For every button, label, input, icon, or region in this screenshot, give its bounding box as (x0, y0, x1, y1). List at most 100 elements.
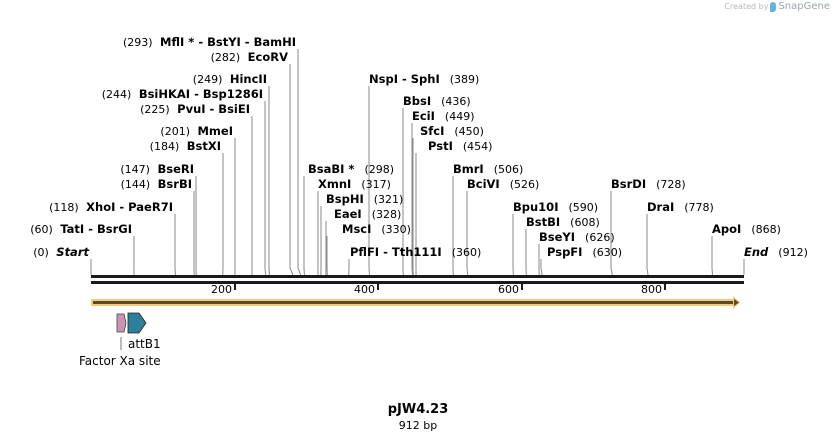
site-label[interactable]: PstI (454) (428, 139, 492, 153)
site-label[interactable]: SfcI (450) (420, 124, 484, 138)
site-label[interactable]: XmnI (317) (318, 177, 391, 191)
site-label[interactable]: EciI (449) (412, 109, 475, 123)
site-label[interactable]: DraI (778) (647, 200, 714, 214)
site-position: (328) (372, 208, 402, 221)
enzyme-name: BbsI (403, 94, 431, 108)
site-label[interactable]: (293) MflI * - BstYI - BamHI (123, 35, 296, 49)
enzyme-name: BsaBI * (308, 162, 354, 176)
enzyme-name: XmnI (318, 177, 351, 191)
site-position: (506) (494, 163, 524, 176)
site-label[interactable]: (118) XhoI - PaeR7I (49, 200, 173, 214)
site-position: (526) (510, 178, 540, 191)
site-position: (454) (463, 140, 493, 153)
enzyme-name: BseRI (157, 162, 194, 176)
enzyme-name: EcoRV (248, 50, 288, 64)
enzyme-name: BsiHKAI - Bsp1286I (139, 87, 263, 101)
snapgene-logo-icon (770, 1, 777, 12)
site-label[interactable]: Bpu10I (590) (513, 200, 598, 214)
site-line (646, 214, 649, 276)
ruler-tick (234, 284, 236, 290)
site-label[interactable]: PflFI - Tth111I (360) (350, 245, 481, 259)
enzyme-name: BstXI (187, 139, 221, 153)
site-label[interactable]: BsaBI * (298) (308, 162, 394, 176)
site-position: (282) (211, 51, 244, 64)
site-line (297, 49, 302, 276)
site-label[interactable]: End (912) (744, 245, 808, 259)
site-label[interactable]: (244) BsiHKAI - Bsp1286I (102, 87, 263, 101)
enzyme-name: Start (56, 245, 89, 259)
site-position: (912) (778, 246, 808, 259)
enzyme-name: MscI (342, 222, 371, 236)
site-label[interactable]: MscI (330) (342, 222, 411, 236)
site-label[interactable]: ApoI (868) (712, 222, 781, 236)
site-label[interactable]: (249) HincII (193, 72, 267, 86)
site-label[interactable]: BmrI (506) (453, 162, 523, 176)
site-label[interactable]: PspFI (630) (547, 245, 622, 259)
site-label[interactable]: BstBI (608) (526, 215, 600, 229)
enzyme-name: BsrDI (611, 177, 646, 191)
site-position: (360) (452, 246, 482, 259)
site-position: (298) (364, 163, 394, 176)
site-position: (868) (751, 223, 781, 236)
site-label[interactable]: BseYI (626) (539, 230, 615, 244)
site-line (289, 64, 294, 276)
site-position: (118) (49, 201, 82, 214)
site-position: (249) (193, 73, 226, 86)
site-position: (449) (445, 110, 475, 123)
site-lines (90, 49, 745, 276)
factor-xa-feature[interactable] (116, 313, 127, 333)
enzyme-name: PvuI - BsiEI (177, 102, 250, 116)
site-position: (728) (656, 178, 686, 191)
site-position: (225) (140, 103, 173, 116)
site-position: (608) (570, 216, 600, 229)
site-label[interactable]: (147) BseRI (120, 162, 194, 176)
enzyme-name: BciVI (467, 177, 500, 191)
attb1-feature[interactable] (127, 312, 147, 334)
snapgene-credit: Created by SnapGene (724, 1, 830, 12)
enzyme-name: XhoI - PaeR7I (86, 200, 173, 214)
site-position: (389) (450, 73, 480, 86)
site-position: (244) (102, 88, 135, 101)
site-line (610, 191, 613, 276)
site-position: (630) (592, 246, 622, 259)
site-label[interactable]: EaeI (328) (334, 207, 401, 221)
sequence-backbone (91, 275, 744, 284)
site-label[interactable]: (60) TatI - BsrGI (30, 222, 132, 236)
site-line (466, 191, 469, 276)
site-label[interactable]: (282) EcoRV (211, 50, 289, 64)
enzyme-name: SfcI (420, 124, 444, 138)
ruler-tick-label: 200 (211, 283, 232, 296)
site-label[interactable]: BciVI (526) (467, 177, 539, 191)
ruler-tick (377, 284, 379, 290)
site-label[interactable]: (201) MmeI (160, 124, 233, 138)
site-label[interactable]: NspI - SphI (389) (369, 72, 479, 86)
site-position: (147) (120, 163, 153, 176)
site-label[interactable]: (144) BsrBI (121, 177, 192, 191)
orf-arrowhead-core-icon (734, 299, 739, 306)
features: attB1 Factor Xa site (79, 312, 161, 368)
site-labels: (293) MflI * - BstYI - BamHI(282) EcoRV(… (30, 35, 808, 259)
enzyme-name: MflI * - BstYI - BamHI (160, 35, 296, 49)
site-position: (60) (30, 223, 56, 236)
orf-core (93, 301, 734, 304)
ruler-tick (521, 284, 523, 290)
enzyme-name: BsrBI (158, 177, 192, 191)
ruler-tick-label: 400 (354, 283, 375, 296)
plasmid-name: pJW4.23 (387, 402, 449, 417)
site-position: (184) (150, 140, 183, 153)
site-label[interactable]: BsrDI (728) (611, 177, 686, 191)
site-label[interactable]: (225) PvuI - BsiEI (140, 102, 250, 116)
site-label[interactable]: BbsI (436) (403, 94, 471, 108)
site-label[interactable]: (184) BstXI (150, 139, 221, 153)
site-line (540, 259, 543, 276)
site-label[interactable]: BspHI (321) (326, 192, 403, 206)
site-label[interactable]: (0) Start (33, 245, 89, 259)
orf-arrow[interactable] (91, 296, 740, 309)
site-position: (317) (361, 178, 391, 191)
enzyme-name: NspI - SphI (369, 72, 440, 86)
enzyme-name: BseYI (539, 230, 575, 244)
site-line (264, 101, 267, 276)
ruler-tick (664, 284, 666, 290)
enzyme-name: PspFI (547, 245, 582, 259)
